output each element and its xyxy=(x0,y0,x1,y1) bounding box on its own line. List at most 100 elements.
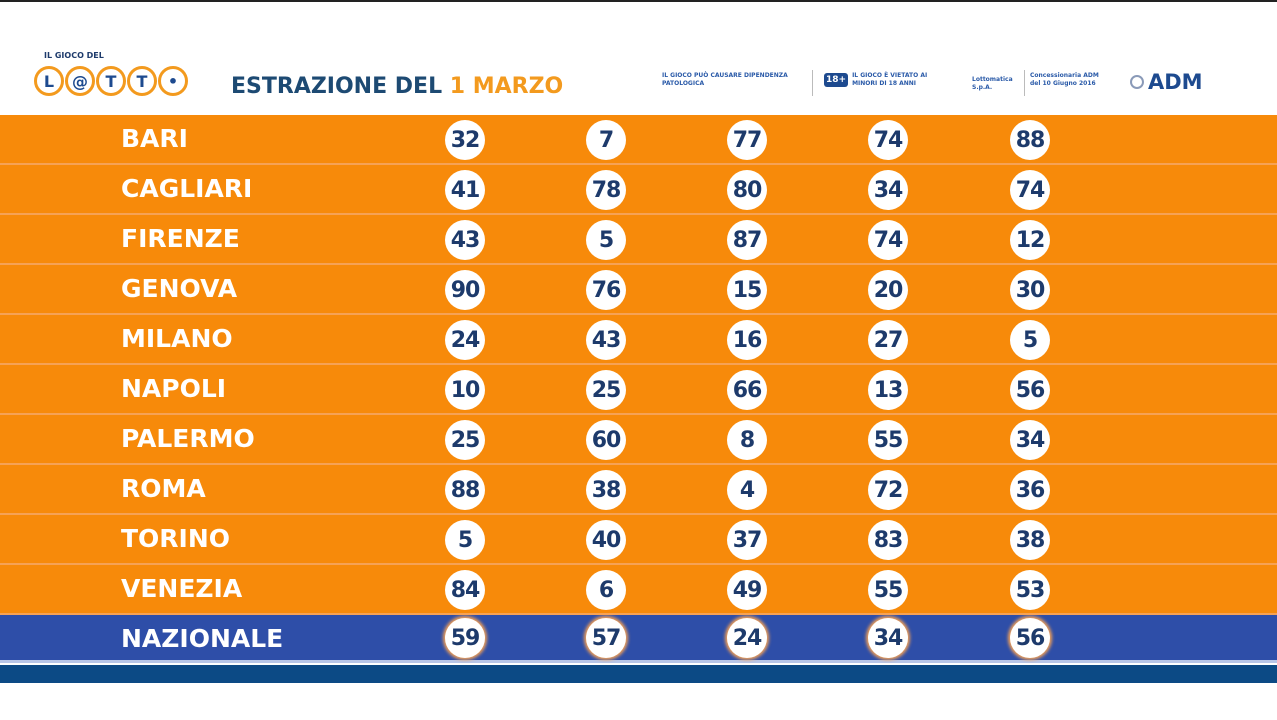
number-ball: 53 xyxy=(1010,570,1050,610)
number-ball: 74 xyxy=(868,120,908,160)
number-ball: 43 xyxy=(445,220,485,260)
number-ball: 60 xyxy=(586,420,626,460)
number-ball: 20 xyxy=(868,270,908,310)
addiction-text: IL GIOCO PUÒ CAUSARE DIPENDENZA PATOLOGI… xyxy=(662,72,788,87)
logo-letter: T xyxy=(127,66,157,96)
logo-letter: @ xyxy=(65,66,95,96)
number-ball: 32 xyxy=(445,120,485,160)
divider xyxy=(812,70,813,96)
wheel-name: BARI xyxy=(121,124,188,153)
wheel-name: TORINO xyxy=(121,524,231,553)
number-ball: 34 xyxy=(868,618,908,658)
number-ball: 38 xyxy=(586,470,626,510)
number-ball: 57 xyxy=(586,618,626,658)
number-ball: 24 xyxy=(727,618,767,658)
wheel-name: VENEZIA xyxy=(121,574,243,603)
wheel-row-palermo: PALERMO 25 60 8 55 34 xyxy=(0,415,1277,465)
number-ball: 59 xyxy=(445,618,485,658)
number-ball: 25 xyxy=(445,420,485,460)
wheel-name: CAGLIARI xyxy=(121,174,253,203)
footer-band xyxy=(0,665,1277,683)
number-ball: 41 xyxy=(445,170,485,210)
number-ball: 88 xyxy=(445,470,485,510)
seal-icon xyxy=(1130,75,1144,89)
18plus-icon: 18+ xyxy=(824,73,849,87)
adm-text: ADM xyxy=(1148,70,1203,94)
number-ball: 8 xyxy=(727,420,767,460)
age-warning: 18+ IL GIOCO È VIETATO AI MINORI DI 18 AN… xyxy=(824,72,944,88)
wheel-row-venezia: VENEZIA 84 6 49 55 53 xyxy=(0,565,1277,615)
number-ball: 74 xyxy=(868,220,908,260)
number-ball: 5 xyxy=(1010,320,1050,360)
number-ball: 76 xyxy=(586,270,626,310)
wheel-row-cagliari: CAGLIARI 41 78 80 34 74 xyxy=(0,165,1277,215)
number-ball: 72 xyxy=(868,470,908,510)
number-ball: 38 xyxy=(1010,520,1050,560)
header: IL GIOCO DEL L @ T T • ESTRAZIONE DEL 1 … xyxy=(0,4,1277,114)
wheel-row-napoli: NAPOLI 10 25 66 13 56 xyxy=(0,365,1277,415)
number-ball: 56 xyxy=(1010,370,1050,410)
number-ball: 30 xyxy=(1010,270,1050,310)
number-ball: 4 xyxy=(727,470,767,510)
number-ball: 55 xyxy=(868,420,908,460)
number-ball: 40 xyxy=(586,520,626,560)
number-ball: 16 xyxy=(727,320,767,360)
operator-text: Lottomatica S.p.A. xyxy=(972,76,1013,91)
wheel-row-nazionale: NAZIONALE 59 57 24 34 56 xyxy=(0,615,1277,663)
title-prefix: ESTRAZIONE DEL xyxy=(231,74,443,99)
title-date: 1 MARZO xyxy=(449,74,564,99)
number-ball: 43 xyxy=(586,320,626,360)
wheel-row-bari: BARI 32 7 77 74 88 xyxy=(0,115,1277,165)
number-ball: 7 xyxy=(586,120,626,160)
logo-letter: T xyxy=(96,66,126,96)
number-ball: 49 xyxy=(727,570,767,610)
logo-letter: L xyxy=(34,66,64,96)
number-ball: 27 xyxy=(868,320,908,360)
number-ball: 77 xyxy=(727,120,767,160)
wheel-row-firenze: FIRENZE 43 5 87 74 12 xyxy=(0,215,1277,265)
number-ball: 5 xyxy=(586,220,626,260)
number-ball: 5 xyxy=(445,520,485,560)
age-text: IL GIOCO È VIETATO AI MINORI DI 18 ANNI xyxy=(852,72,928,87)
wheel-name: GENOVA xyxy=(121,274,238,303)
number-ball: 10 xyxy=(445,370,485,410)
number-ball: 24 xyxy=(445,320,485,360)
number-ball: 36 xyxy=(1010,470,1050,510)
logo-letter: • xyxy=(158,66,188,96)
number-ball: 83 xyxy=(868,520,908,560)
wheel-row-torino: TORINO 5 40 37 83 38 xyxy=(0,515,1277,565)
results-table: BARI 32 7 77 74 88 CAGLIARI 41 78 80 34 74 FIRENZE 43… xyxy=(0,115,1277,663)
wheel-name: FIRENZE xyxy=(121,224,240,253)
number-ball: 15 xyxy=(727,270,767,310)
number-ball: 55 xyxy=(868,570,908,610)
wheel-row-roma: ROMA 88 38 4 72 36 xyxy=(0,465,1277,515)
number-ball: 34 xyxy=(1010,420,1050,460)
number-ball: 78 xyxy=(586,170,626,210)
wheel-name: NAZIONALE xyxy=(121,624,284,653)
addiction-warning: IL GIOCO PUÒ CAUSARE DIPENDENZA PATOLOGI… xyxy=(662,72,802,88)
number-ball: 74 xyxy=(1010,170,1050,210)
wheel-name: MILANO xyxy=(121,324,233,353)
wheel-name: NAPOLI xyxy=(121,374,227,403)
number-ball: 12 xyxy=(1010,220,1050,260)
number-ball: 37 xyxy=(727,520,767,560)
number-ball: 84 xyxy=(445,570,485,610)
wheel-name: ROMA xyxy=(121,474,206,503)
number-ball: 6 xyxy=(586,570,626,610)
logo-caption: IL GIOCO DEL xyxy=(44,51,104,60)
lotto-logo: L @ T T • xyxy=(34,66,188,96)
number-ball: 90 xyxy=(445,270,485,310)
concession-text: Concessionaria ADM del 10 Giugno 2016 xyxy=(1030,72,1099,87)
wheel-row-genova: GENOVA 90 76 15 20 30 xyxy=(0,265,1277,315)
wheel-name: PALERMO xyxy=(121,424,255,453)
number-ball: 87 xyxy=(727,220,767,260)
number-ball: 66 xyxy=(727,370,767,410)
divider xyxy=(1024,70,1025,96)
number-ball: 25 xyxy=(586,370,626,410)
number-ball: 88 xyxy=(1010,120,1050,160)
number-ball: 80 xyxy=(727,170,767,210)
adm-logo: ADM xyxy=(1130,70,1203,94)
page-title: ESTRAZIONE DEL 1 MARZO xyxy=(231,74,563,99)
number-ball: 13 xyxy=(868,370,908,410)
wheel-row-milano: MILANO 24 43 16 27 5 xyxy=(0,315,1277,365)
